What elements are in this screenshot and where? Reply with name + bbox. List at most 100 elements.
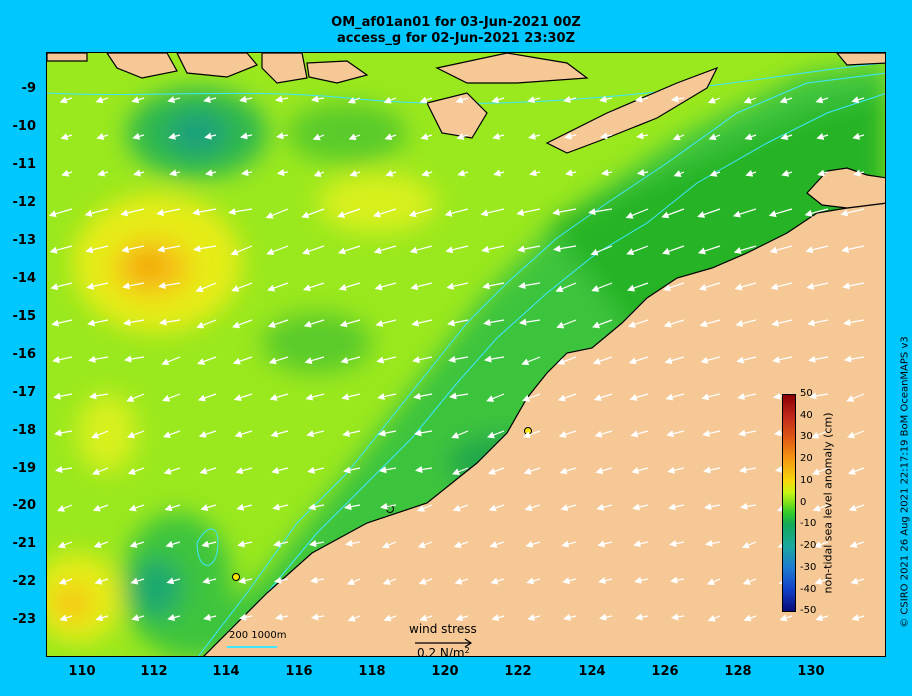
lat-label: -11 [12,157,37,172]
wind-arrow [196,319,217,329]
wind-arrow [340,356,361,364]
wind-arrow [61,169,73,177]
wind-arrow [162,393,181,402]
wind-arrow [339,319,361,328]
wind-arrow [588,208,613,216]
wind-arrow [161,356,181,366]
lat-label: -13 [12,233,37,248]
wind-arrow [228,208,253,216]
wind-arrow [84,208,109,217]
wind-arrow [842,282,865,290]
wind-arrow [841,245,865,253]
wind-arrow [850,577,865,585]
wind-arrow [203,95,217,103]
wind-arrow [383,614,397,622]
wind-arrow [780,133,793,140]
wind-arrow [417,541,433,549]
wind-arrow [634,576,649,584]
wind-arrow [269,393,289,401]
wind-arrow [128,504,145,512]
wind-arrow [376,356,397,364]
wind-arrow [204,132,217,140]
wind-arrow [526,577,541,585]
wind-arrow [597,540,613,548]
wind-arrow [373,245,397,254]
wind-arrow [738,429,757,437]
wind-arrow [378,429,397,437]
wind-arrow [733,245,757,254]
wind-arrow [234,430,253,438]
wind-arrow [817,169,829,177]
wind-arrow [272,503,289,511]
wind-arrow [88,355,109,363]
wind-arrow [811,430,829,439]
wind-arrow [525,540,541,548]
wind-arrow [627,319,649,328]
wind-arrow [379,466,397,474]
wind-arrow [744,133,757,141]
wind-arrow [236,503,253,511]
wind-arrow [343,466,361,474]
wind-arrow [131,614,145,622]
wind-arrow [312,133,325,141]
wind-arrow [167,614,181,621]
wind-arrow [851,614,865,622]
wind-arrow [91,467,109,476]
wind-arrow [491,614,505,622]
wind-arrow [164,504,181,512]
wind-arrow [523,467,541,475]
island-5 [435,53,589,84]
wind-arrow [410,282,433,291]
wind-arrow [629,393,649,401]
wind-arrow [705,539,721,547]
wind-arrow [596,503,613,511]
lat-label: -16 [12,347,37,362]
wind-arrow [636,132,649,140]
wind-arrow [233,393,253,402]
colorbar-tick: 40 [800,410,813,421]
wind-arrow [202,577,217,585]
wind-arrow [237,540,253,548]
lat-label: -12 [12,195,37,210]
wind-arrow [347,614,361,622]
wind-arrow [451,430,469,439]
wind-arrow [349,169,361,177]
wind-arrow [697,245,721,255]
wind-arrow [815,96,829,104]
wind-arrow [193,245,217,253]
wind-arrow [93,541,109,549]
wind-arrow [664,356,685,365]
wind-arrow [557,356,577,365]
wind-arrow [444,208,469,217]
wind-arrow [708,133,721,141]
wind-arrow [421,169,433,177]
wind-arrow [772,356,793,364]
island-2 [176,53,258,78]
wind-arrow [735,319,757,327]
wind-arrow [159,318,181,326]
wind-arrow [563,613,577,621]
wind-arrow [446,282,469,290]
station-marker [524,427,532,435]
wind-arrow [487,467,505,475]
wind-arrow [734,282,757,291]
wind-arrow [673,170,685,177]
wind-arrow [595,467,613,475]
colorbar-tick: 0 [800,497,807,508]
wind-arrow [304,356,325,365]
wind-arrow [593,393,613,402]
wind-arrow [522,393,541,402]
lat-label: -20 [12,498,37,513]
lat-label: -19 [12,461,37,476]
wind-arrow [739,466,757,474]
wind-arrow [301,208,325,219]
wind-arrow [124,355,145,363]
wind-arrow [275,613,289,621]
wind-arrow [341,393,361,401]
wind-arrow [94,577,109,585]
wind-arrow [419,614,433,622]
wind-arrow [91,430,109,439]
wind-arrow [486,393,505,402]
wind-arrow [704,503,721,511]
wind-arrow [85,245,109,254]
